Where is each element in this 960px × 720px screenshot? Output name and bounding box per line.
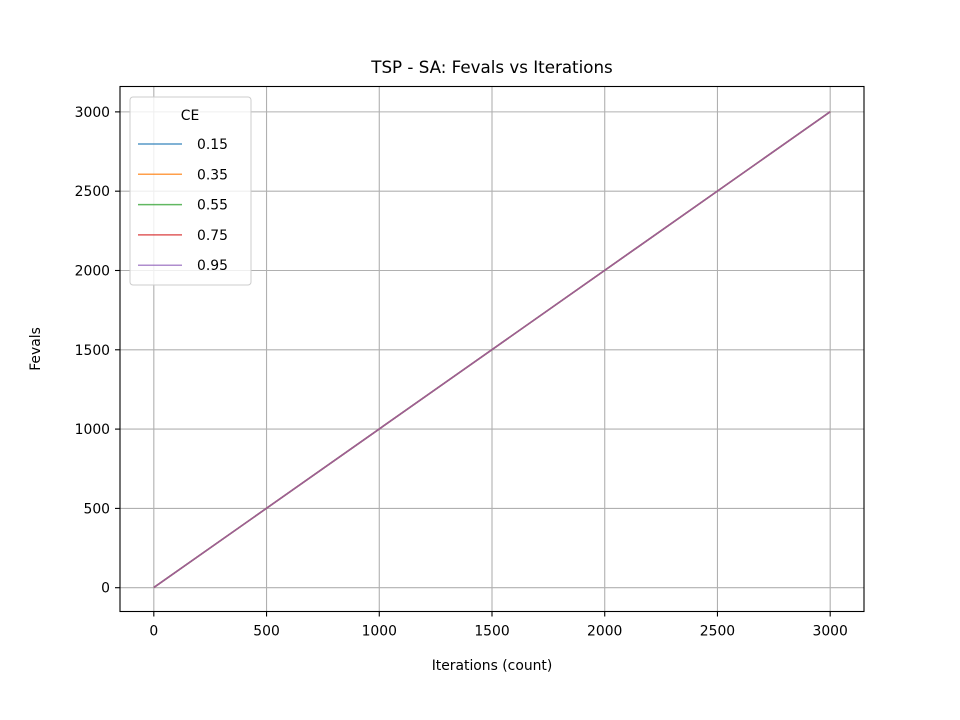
x-tick-label: 1000 <box>362 624 397 640</box>
legend-label-0.75: 0.75 <box>197 228 228 244</box>
series-line-0.95 <box>153 111 831 589</box>
y-tick-label: 0 <box>101 581 110 597</box>
x-tick-label: 0 <box>149 624 158 640</box>
chart-title: TSP - SA: Fevals vs Iterations <box>370 57 612 77</box>
x-tick-label: 500 <box>253 624 280 640</box>
x-tick-label: 2000 <box>587 624 622 640</box>
y-tick-label: 3000 <box>75 105 110 121</box>
legend: CE 0.15 0.35 0.55 0.75 0.95 <box>129 96 252 286</box>
series-layer <box>153 111 831 589</box>
y-axis-ticks: 0 500 1000 1500 2000 2500 3000 <box>75 105 120 597</box>
legend-entries: 0.15 0.35 0.55 0.75 0.95 <box>138 137 228 274</box>
y-tick-label: 1000 <box>75 422 110 438</box>
y-tick-label: 2000 <box>75 263 110 279</box>
x-tick-label: 1500 <box>474 624 509 640</box>
legend-label-0.95: 0.95 <box>197 258 228 274</box>
legend-title: CE <box>181 108 199 124</box>
legend-label-0.55: 0.55 <box>197 198 228 214</box>
legend-label-0.15: 0.15 <box>197 137 228 153</box>
y-tick-label: 2500 <box>75 184 110 200</box>
x-axis-ticks: 0 500 1000 1500 2000 2500 3000 <box>149 611 848 640</box>
legend-label-0.35: 0.35 <box>197 167 228 183</box>
x-tick-label: 3000 <box>813 624 848 640</box>
x-tick-label: 2500 <box>700 624 735 640</box>
y-axis-label: Fevals <box>28 327 44 371</box>
y-tick-label: 1500 <box>75 343 110 359</box>
x-axis-label: Iterations (count) <box>432 658 553 674</box>
y-tick-label: 500 <box>83 501 110 517</box>
legend-box <box>129 96 252 286</box>
